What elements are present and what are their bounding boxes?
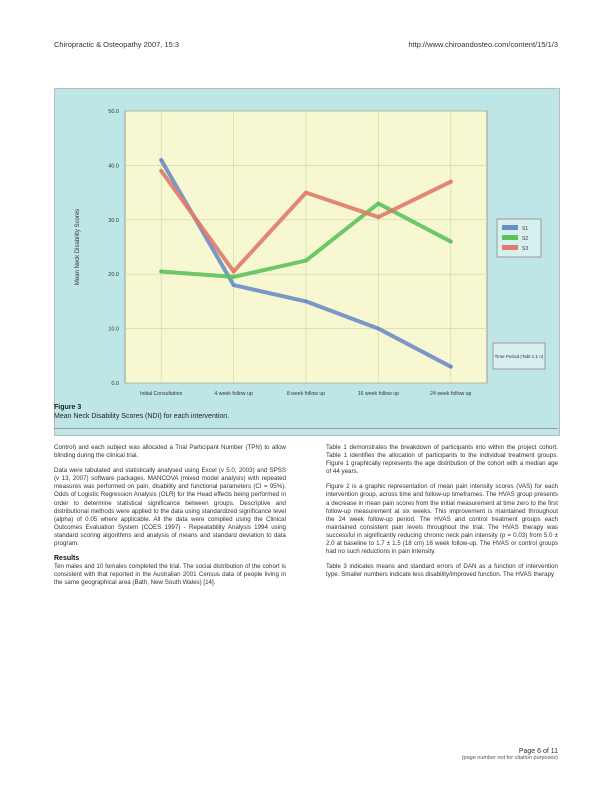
figure-box: 0.0 10.0 20.0 30.0 40.0 50.0 Initial Consulta… <box>54 88 560 436</box>
journal-header: Chiropractic & Osteopathy 2007, 15:3 <box>54 40 180 49</box>
page-footer: Page 6 of 11 (page number not for citati… <box>462 748 558 761</box>
x-tick-label: Initial Consultation <box>140 391 183 397</box>
left-paragraph-3: Ten males and 10 females completed the t… <box>54 563 286 587</box>
data-point-s1 <box>304 299 308 303</box>
body-right-column: Table 1 demonstrates the breakdown of pa… <box>326 444 558 586</box>
data-point-s1 <box>376 327 380 331</box>
page-note: (page number not for citation purposes) <box>461 755 558 761</box>
body-left-column: Control) and each subject was allocated … <box>54 444 286 595</box>
data-point-s2 <box>159 269 163 274</box>
data-point-s3 <box>376 215 380 219</box>
y-tick-label: 30.0 <box>108 218 119 224</box>
y-tick-label: 50.0 <box>108 109 119 115</box>
line-chart: 0.0 10.0 20.0 30.0 40.0 50.0 Initial Consulta… <box>55 89 559 435</box>
y-axis-label: Mean Neck Disability Scores <box>75 209 81 285</box>
figure-label: Figure 3 <box>54 404 82 411</box>
note-text: Time Period (Tabl 1:1 n) <box>495 354 544 359</box>
legend-swatch <box>502 235 518 240</box>
legend-swatch <box>502 225 518 230</box>
data-point-s1 <box>232 283 236 287</box>
journal-url[interactable]: http://www.chiroandosteo.com/content/15/… <box>408 40 558 49</box>
data-point-s1 <box>159 158 163 162</box>
legend-label: S3 <box>522 246 528 252</box>
y-tick-labels: 0.0 10.0 20.0 30.0 40.0 50.0 <box>108 109 119 387</box>
results-heading: Results <box>54 555 80 563</box>
y-tick-label: 40.0 <box>108 163 119 169</box>
legend-swatch <box>502 245 518 250</box>
data-point-s2 <box>232 275 236 279</box>
caption-divider <box>54 428 558 429</box>
data-point-s3 <box>304 191 308 195</box>
gridlines <box>125 110 487 384</box>
data-point-s3 <box>232 269 236 274</box>
x-tick-label: 24 week follow up <box>430 391 471 397</box>
x-tick-label: 4 week follow up <box>214 391 252 397</box>
right-paragraph-1: Table 1 demonstrates the breakdown of pa… <box>326 444 558 476</box>
data-point-s3 <box>159 169 163 173</box>
data-point-s2 <box>376 201 380 206</box>
page-number: Page 6 of 11 <box>518 748 558 755</box>
right-paragraph-3: Table 3 indicates means and standard err… <box>326 563 558 579</box>
y-tick-label: 10.0 <box>108 327 119 333</box>
left-paragraph-2: Data were tabulated and statistically an… <box>54 467 286 548</box>
note-box <box>492 342 546 370</box>
x-tick-label: 8 week follow up <box>287 391 325 397</box>
x-tick-labels: Initial Consultation 4 week follow up 8 we… <box>140 391 472 397</box>
data-point-s3 <box>449 180 453 184</box>
legend-label: S1 <box>522 226 528 232</box>
left-paragraph-1: Control) and each subject was allocated … <box>54 444 286 460</box>
y-tick-label: 0.0 <box>111 381 119 387</box>
figure-caption-text: Mean Neck Disability Scores (NDI) for ea… <box>54 413 230 420</box>
legend: S1 S2 S3 <box>496 218 542 258</box>
data-point-s2 <box>449 239 453 244</box>
data-point-s2 <box>304 259 308 263</box>
x-tick-label: 16 week follow up <box>358 391 399 397</box>
figure-caption: Figure 3 Mean Neck Disability Scores (ND… <box>54 403 558 421</box>
legend-label: S2 <box>522 236 528 242</box>
y-tick-label: 20.0 <box>108 272 119 278</box>
series-lines <box>159 157 453 369</box>
right-paragraph-2: Figure 2 is a graphic representation of … <box>326 483 558 556</box>
data-point-s1 <box>449 365 453 369</box>
